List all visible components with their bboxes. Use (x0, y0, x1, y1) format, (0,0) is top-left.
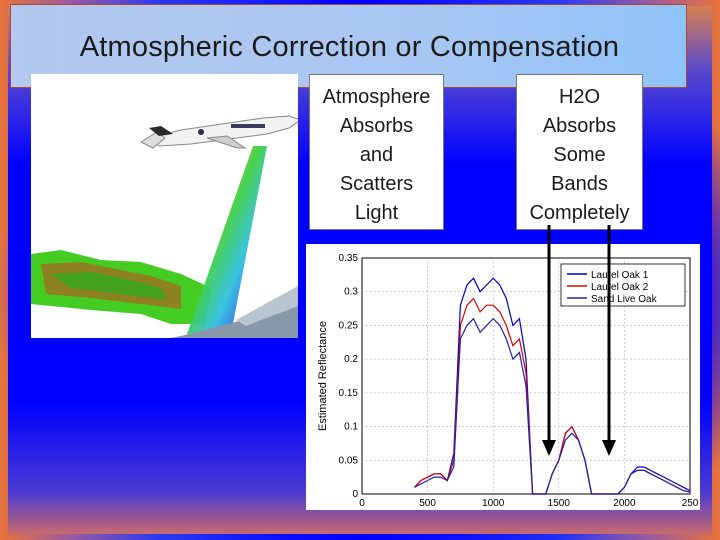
legend-label: Laurel Oak 1 (591, 270, 649, 281)
y-tick-label: 0.1 (344, 422, 358, 433)
atmosphere-note-box: Atmosphere Absorbs and Scatters Light (309, 74, 444, 230)
y-tick-labels: 0 0.05 0.1 0.15 0.2 0.25 0.3 0.35 (339, 253, 359, 500)
x-tick-label: 1000 (482, 498, 505, 509)
reflectance-chart-svg: 0 500 1000 1500 2000 250 00.050.10.150.20.250… (317, 253, 699, 509)
series-lines (414, 277, 691, 495)
water-note-line: Completely (529, 202, 630, 224)
y-tick-label: 0.05 (339, 455, 359, 466)
y-tick-label: 0.2 (344, 354, 358, 365)
x-tick-label: 500 (419, 498, 436, 509)
water-absorption-note-box: H2O Absorbs Some Bands Completely (516, 74, 643, 230)
x-tick-label: 1500 (548, 498, 571, 509)
airplane-scan-graphic (31, 115, 298, 338)
slide-title: Atmospheric Correction or Compensation (79, 31, 620, 63)
series-line-3 (414, 317, 691, 495)
water-note-line: Some (553, 144, 606, 166)
atmosphere-note-line: Absorbs (339, 115, 414, 137)
y-tick-label: 0 (352, 489, 358, 500)
atmosphere-note-line: Light (354, 202, 399, 224)
x-tick-label: 250 (682, 498, 699, 509)
legend-box (560, 263, 686, 307)
reflectance-chart: 0 500 1000 1500 2000 250 0 0.05 0.1 0.15 0.2 0.25 0… (306, 244, 700, 510)
y-tick-label: 0.3 (344, 287, 358, 298)
legend-label: Sand Live Oak (591, 294, 658, 305)
atmosphere-note-line: and (359, 144, 394, 166)
y-axis-label: Estimated Reflectance (317, 321, 329, 431)
x-tick-label: 0 (359, 498, 365, 509)
y-tick-label: 0.15 (339, 388, 359, 399)
x-tick-labels: 0 500 1000 1500 2000 250 (359, 498, 699, 509)
y-tick-label: 0.25 (339, 320, 359, 331)
water-note-line: Absorbs (542, 115, 617, 137)
x-tick-label: 2000 (613, 498, 636, 509)
atmosphere-note-line: Atmosphere (322, 86, 431, 108)
airplane-icon (139, 115, 298, 149)
legend-label: Laurel Oak 2 (591, 282, 649, 293)
airborne-imaging-illustration (31, 74, 298, 338)
y-tick-label: 0.35 (339, 253, 359, 264)
water-note-line: Bands (551, 173, 608, 195)
atmosphere-note-line: Scatters (339, 173, 414, 195)
water-note-line: H2O (558, 86, 601, 108)
